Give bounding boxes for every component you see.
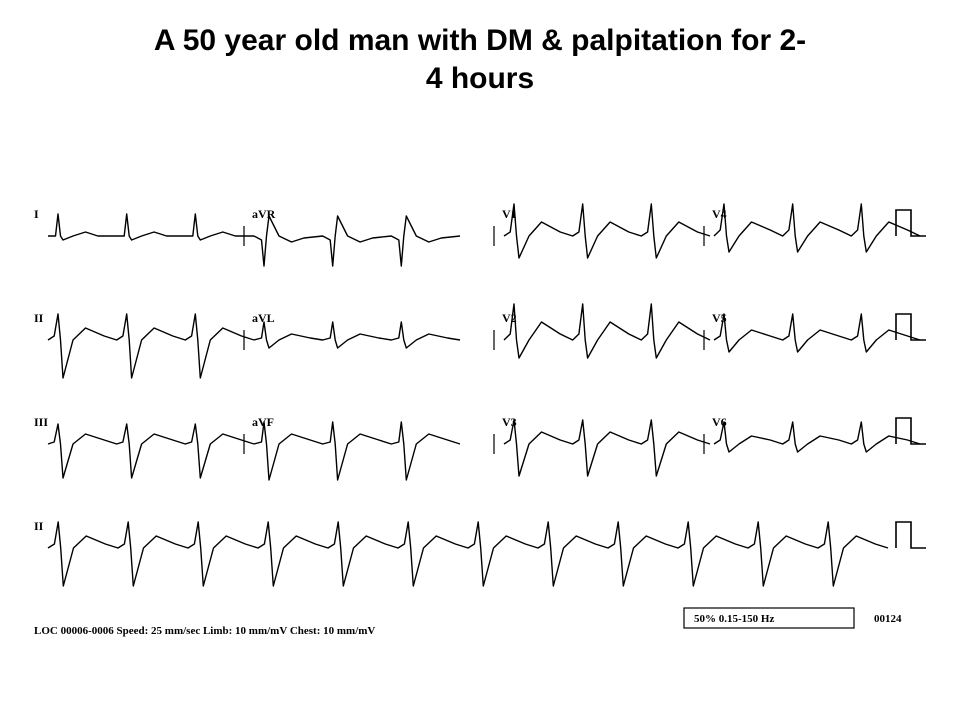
lead-label-iii: III: [34, 415, 48, 429]
ecg-trace-avr: [254, 216, 460, 266]
ecg-trace-rhythm-ii: [48, 522, 888, 586]
ecg-footer-right: 00124: [874, 613, 902, 625]
ecg-trace-iii: [48, 424, 254, 478]
calibration-pulse: [896, 210, 926, 236]
lead-label-v2: V2: [502, 311, 517, 325]
lead-label-v1: V1: [502, 207, 517, 221]
title-line-1: A 50 year old man with DM & palpitation …: [154, 24, 806, 57]
lead-label-avl: aVL: [252, 311, 275, 325]
ecg-footer-filter: 50% 0.15-150 Hz: [694, 613, 774, 625]
ecg-trace-v3: [504, 420, 710, 476]
lead-label-v5: V5: [712, 311, 727, 325]
calibration-pulse: [896, 314, 926, 340]
ecg-trace-v2: [504, 304, 710, 358]
ecg-trace-v1: [504, 204, 710, 258]
lead-label-i: I: [34, 207, 39, 221]
ecg-trace-avl: [254, 322, 460, 348]
lead-label-ii: II: [34, 519, 44, 533]
ecg-trace-v5: [714, 314, 920, 352]
ecg-trace-avf: [254, 422, 460, 480]
lead-label-ii: II: [34, 311, 44, 325]
slide: A 50 year old man with DM & palpitation …: [0, 0, 960, 720]
slide-title: A 50 year old man with DM & palpitation …: [0, 22, 960, 97]
ecg-svg: IIIIIIIIaVRaVLaVFV1V2V3V4V5V6LOC 00006-0…: [24, 180, 936, 650]
ecg-trace-ii: [48, 314, 254, 378]
ecg-footer-left: LOC 00006-0006 Speed: 25 mm/sec Limb: 10…: [34, 625, 375, 637]
lead-label-v3: V3: [502, 415, 517, 429]
lead-label-avr: aVR: [252, 207, 276, 221]
ecg-trace-v6: [714, 422, 920, 452]
lead-label-avf: aVF: [252, 415, 274, 429]
calibration-pulse: [896, 418, 926, 444]
title-line-2: 4 hours: [426, 62, 534, 95]
lead-label-v6: V6: [712, 415, 727, 429]
lead-label-v4: V4: [712, 207, 727, 221]
ecg-trace-i: [48, 214, 254, 240]
ecg-figure: IIIIIIIIaVRaVLaVFV1V2V3V4V5V6LOC 00006-0…: [24, 180, 936, 650]
ecg-trace-v4: [714, 204, 920, 252]
calibration-pulse: [896, 522, 926, 548]
